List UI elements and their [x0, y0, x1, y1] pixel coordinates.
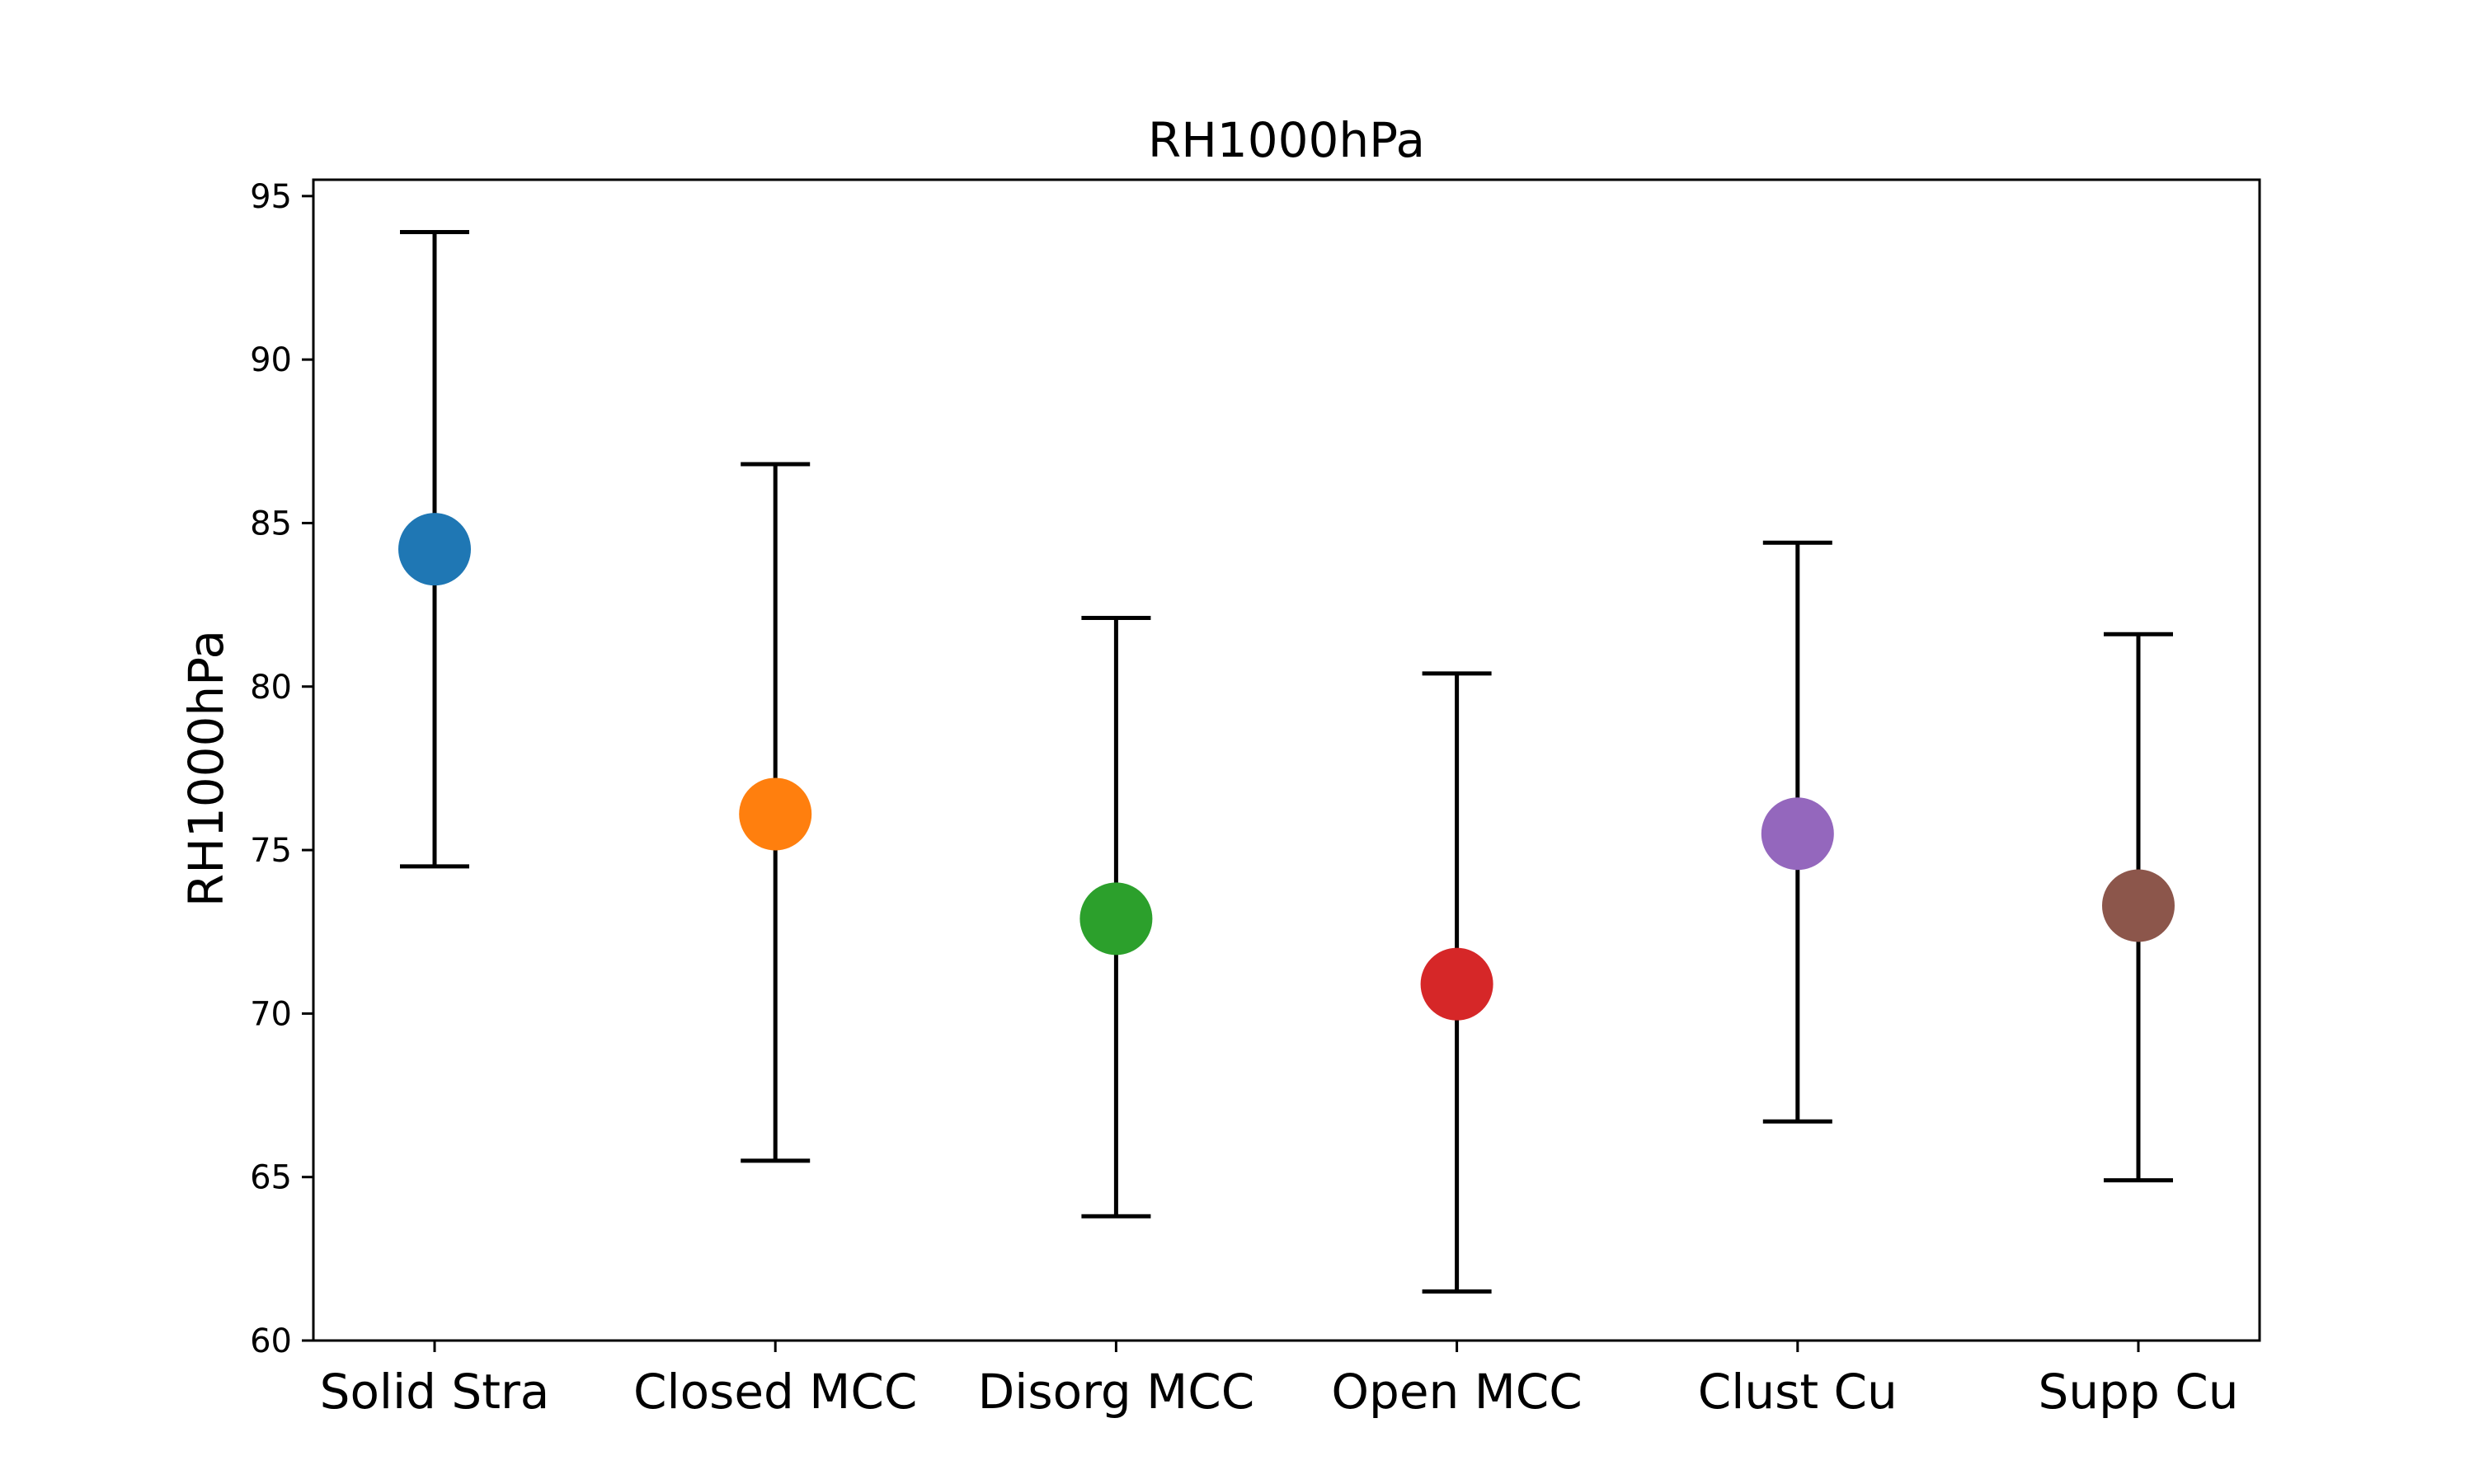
data-point [1420, 947, 1493, 1021]
y-tick-label: 65 [250, 1159, 292, 1197]
y-tick-label: 70 [250, 995, 292, 1033]
x-tick-label: Closed MCC [633, 1364, 917, 1420]
x-tick-label: Disorg MCC [978, 1364, 1255, 1420]
data-point [2102, 869, 2175, 942]
axes-frame [312, 178, 2261, 1342]
data-point [398, 513, 471, 586]
y-tick-label: 75 [250, 832, 292, 870]
y-tick-label: 85 [250, 505, 292, 542]
y-axis-label: RH1000hPa [178, 630, 234, 907]
y-tick-label: 80 [250, 669, 292, 707]
data-point [1761, 797, 1834, 871]
y-tick-label: 60 [250, 1322, 292, 1360]
x-tick-label: Solid Stra [320, 1364, 550, 1420]
plot-area: 60 65 70 75 80 85 90 95 Solid Stra Closed MCC Diso… [250, 178, 2238, 1420]
x-tick-label: Open MCC [1331, 1364, 1582, 1420]
data-point [739, 777, 812, 851]
chart-title: RH1000hPa [1148, 112, 1425, 168]
data-point [1079, 882, 1153, 956]
y-tick-label: 95 [250, 178, 292, 216]
x-tick-label: Supp Cu [2039, 1364, 2239, 1420]
x-tick-label: Clust Cu [1698, 1364, 1898, 1420]
y-tick-label: 90 [250, 341, 292, 379]
